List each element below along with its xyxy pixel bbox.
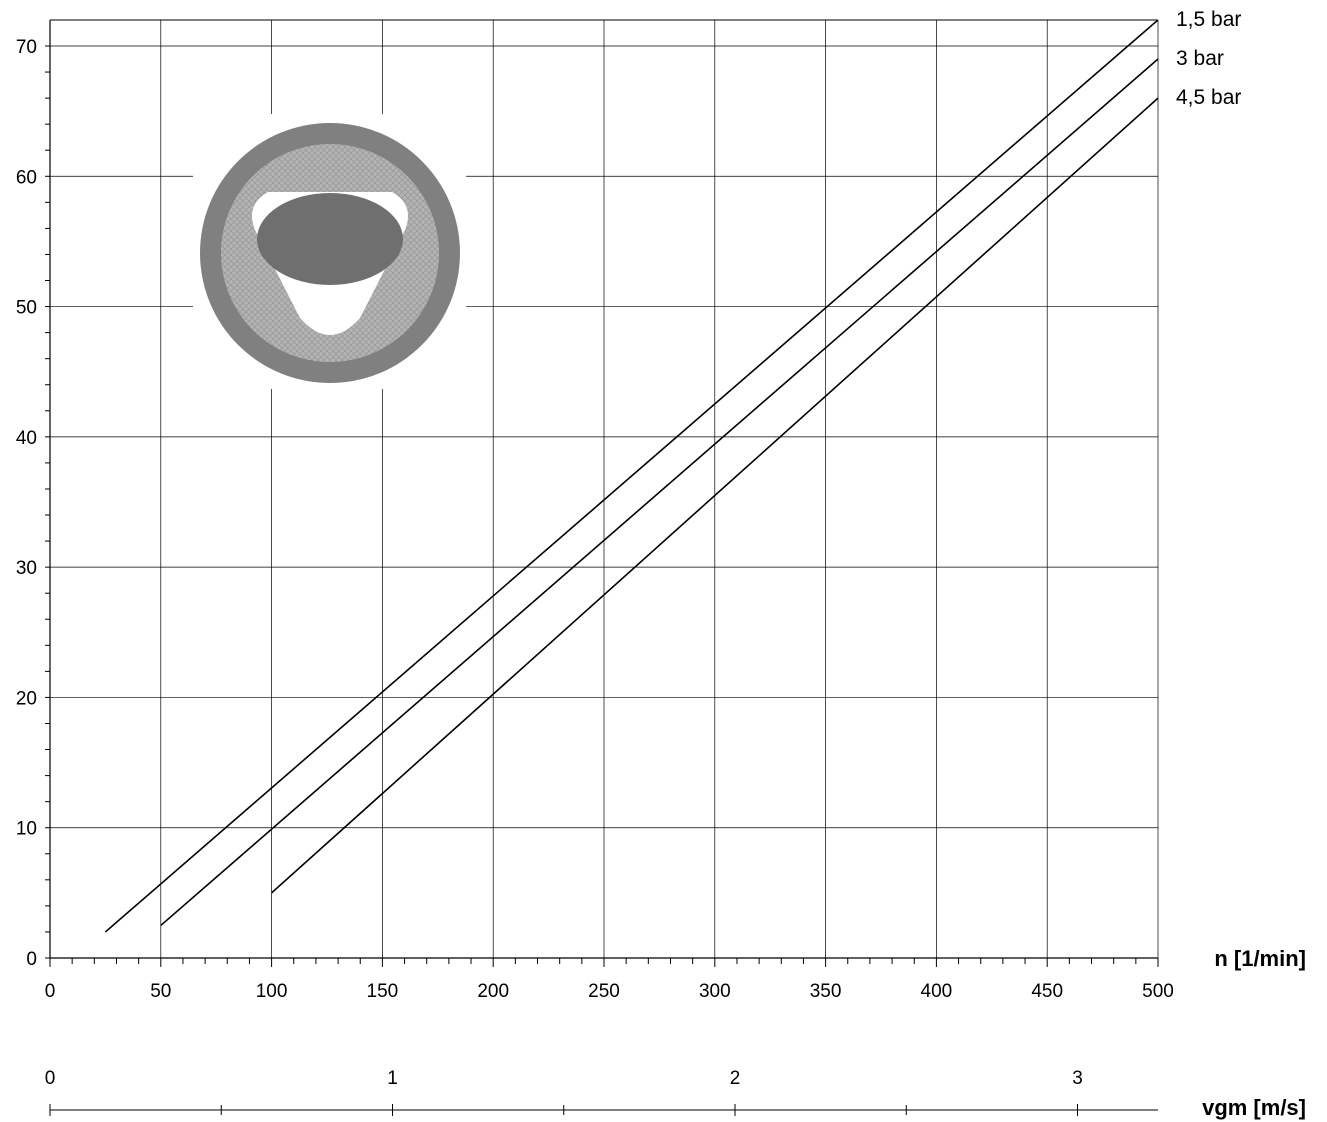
- x-tick-label: 500: [1142, 981, 1174, 1002]
- y-tick-label: 60: [16, 167, 37, 188]
- x-tick-label: 50: [150, 981, 171, 1002]
- axes: [45, 20, 1159, 1116]
- x-tick-label: 250: [588, 981, 620, 1002]
- hose-cross-section-illustration: [193, 114, 466, 389]
- y-tick-label: 0: [26, 949, 37, 970]
- series-lines: [104, 19, 1159, 933]
- y-tick-label: 50: [16, 298, 37, 319]
- x-tick-label: 400: [921, 981, 953, 1002]
- x-tick-label: 350: [810, 981, 842, 1002]
- axis-labels: 0 50 100 150 200 250 300 350 400 450 5000102030405…: [16, 8, 1242, 1089]
- secondary-x-tick-label: 3: [1072, 1068, 1083, 1089]
- y-tick-label: 20: [16, 688, 37, 709]
- secondary-x-tick-label: 0: [45, 1068, 56, 1089]
- secondary-x-tick-label: 1: [387, 1068, 398, 1089]
- secondary-x-axis-title: vgm [m/s]: [1202, 1095, 1306, 1120]
- series-label: 1,5 bar: [1176, 8, 1241, 31]
- y-tick-label: 30: [16, 558, 37, 579]
- inset-core: [257, 193, 403, 285]
- series-label: 4,5 bar: [1176, 86, 1241, 109]
- x-tick-label: 100: [256, 981, 288, 1002]
- series-line: [160, 58, 1159, 927]
- grid: [50, 19, 1159, 958]
- x-tick-label: 0: [45, 981, 56, 1002]
- x-axis-title: n [1/min]: [1214, 946, 1306, 971]
- x-tick-label: 200: [477, 981, 509, 1002]
- y-tick-label: 40: [16, 428, 37, 449]
- y-tick-label: 10: [16, 819, 37, 840]
- x-tick-label: 150: [367, 981, 399, 1002]
- x-tick-label: 300: [699, 981, 731, 1002]
- series-line: [104, 19, 1159, 933]
- series-line: [271, 97, 1159, 894]
- y-tick-label: 70: [16, 37, 37, 58]
- secondary-x-tick-label: 2: [730, 1068, 741, 1089]
- x-tick-label: 450: [1031, 981, 1063, 1002]
- series-label: 3 bar: [1176, 47, 1224, 70]
